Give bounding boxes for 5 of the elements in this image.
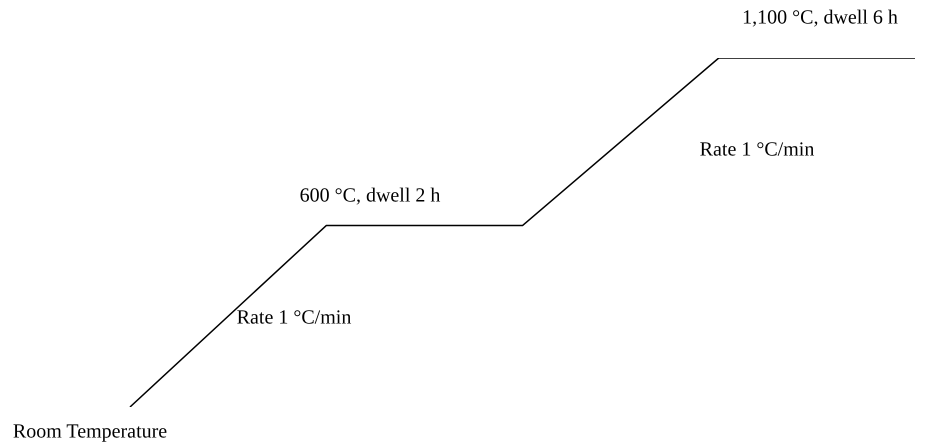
text: 1,100 °C, dwell 6 h	[742, 6, 898, 28]
annotation: 600 °C, dwell 2 h	[300, 184, 440, 206]
annotation: Rate 1 °C/min	[236, 306, 352, 328]
annotation: Rate 1 °C/min	[700, 138, 814, 160]
text: Room Temperature	[12, 420, 168, 442]
